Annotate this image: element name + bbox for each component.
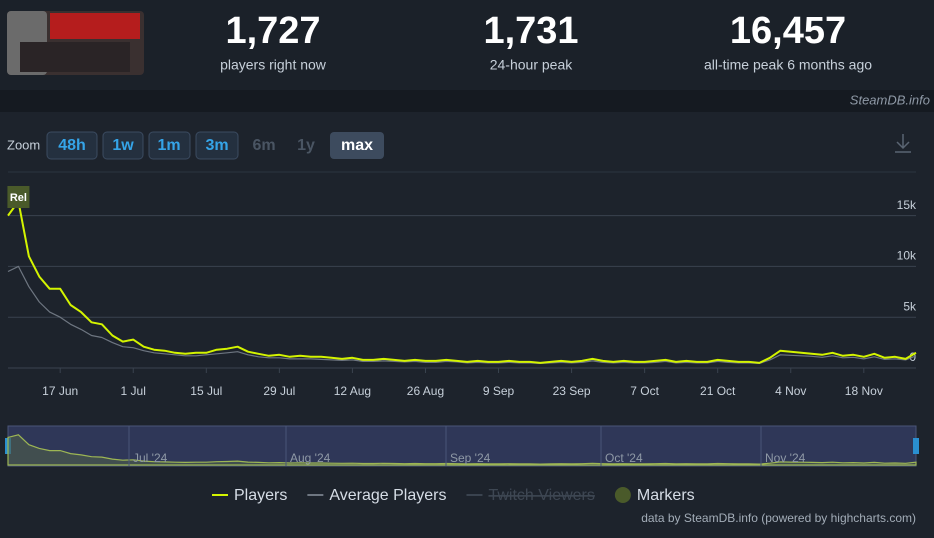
zoom-button[interactable] xyxy=(46,131,98,160)
x-tick-label: 18 Nov xyxy=(845,384,883,398)
navigator-handle[interactable] xyxy=(913,438,919,454)
x-tick-label: 17 Jun xyxy=(42,384,78,398)
navigator-label: Aug '24 xyxy=(290,451,331,465)
zoom-button-label: 1y xyxy=(297,137,315,154)
navigator-label: Oct '24 xyxy=(605,451,643,465)
legend-label[interactable]: Average Players xyxy=(329,487,446,504)
thumbnail-figure xyxy=(20,42,130,72)
zoom-button-label[interactable]: max xyxy=(341,137,373,154)
zoom-button-label[interactable]: 3m xyxy=(205,137,228,154)
marker-flag[interactable] xyxy=(7,186,30,208)
zoom-button-selected[interactable] xyxy=(330,132,384,159)
zoom-button-label[interactable]: 1m xyxy=(157,137,180,154)
stat-value: 16,457 xyxy=(730,10,846,52)
zoom-button[interactable] xyxy=(148,131,191,160)
navigator-area xyxy=(7,434,917,466)
header xyxy=(0,0,934,90)
navigator-label: Sep '24 xyxy=(450,451,491,465)
legend-label[interactable]: Markers xyxy=(637,487,695,504)
y-tick-label: 10k xyxy=(897,249,917,263)
zoom-button[interactable] xyxy=(102,131,144,160)
legend-symbol xyxy=(614,487,631,503)
download-icon[interactable] xyxy=(895,134,911,153)
legend-label[interactable]: Players xyxy=(234,487,287,504)
zoom-label: Zoom xyxy=(7,137,40,152)
thumbnail-logo xyxy=(50,13,140,39)
zoom-button-label[interactable]: 48h xyxy=(58,137,86,154)
stat-label: players right now xyxy=(220,57,327,73)
zoom-button-label: 6m xyxy=(252,137,275,154)
x-tick-label: 23 Sep xyxy=(553,384,591,398)
zoom-button-label[interactable]: 1w xyxy=(112,137,134,154)
stat-value: 1,731 xyxy=(483,10,578,52)
stat-label: 24-hour peak xyxy=(490,57,574,73)
marker-label: Rel xyxy=(10,192,27,204)
navigator-background xyxy=(8,426,916,466)
x-tick-label: 15 Jul xyxy=(190,384,222,398)
zoom-button[interactable] xyxy=(195,131,239,160)
x-tick-label: 12 Aug xyxy=(334,384,371,398)
navigator-label: Jul '24 xyxy=(133,451,168,465)
x-tick-label: 26 Aug xyxy=(407,384,444,398)
y-tick-label: 15k xyxy=(897,198,917,212)
x-tick-label: 4 Nov xyxy=(775,384,806,398)
x-tick-label: 9 Sep xyxy=(483,384,515,398)
line-series xyxy=(7,200,917,364)
site-credit: SteamDB.info xyxy=(850,92,930,107)
x-tick-label: 1 Jul xyxy=(121,384,146,398)
header-strip xyxy=(0,90,934,112)
x-tick-label: 29 Jul xyxy=(263,384,295,398)
stat-label: all-time peak 6 months ago xyxy=(704,57,872,73)
x-tick-label: 21 Oct xyxy=(700,384,736,398)
x-tick-label: 7 Oct xyxy=(630,384,659,398)
credit: data by SteamDB.info (powered by highcha… xyxy=(641,511,916,525)
stat-value: 1,727 xyxy=(225,10,320,52)
navigator-label: Nov '24 xyxy=(765,451,806,465)
y-tick-label: 5k xyxy=(903,299,917,313)
